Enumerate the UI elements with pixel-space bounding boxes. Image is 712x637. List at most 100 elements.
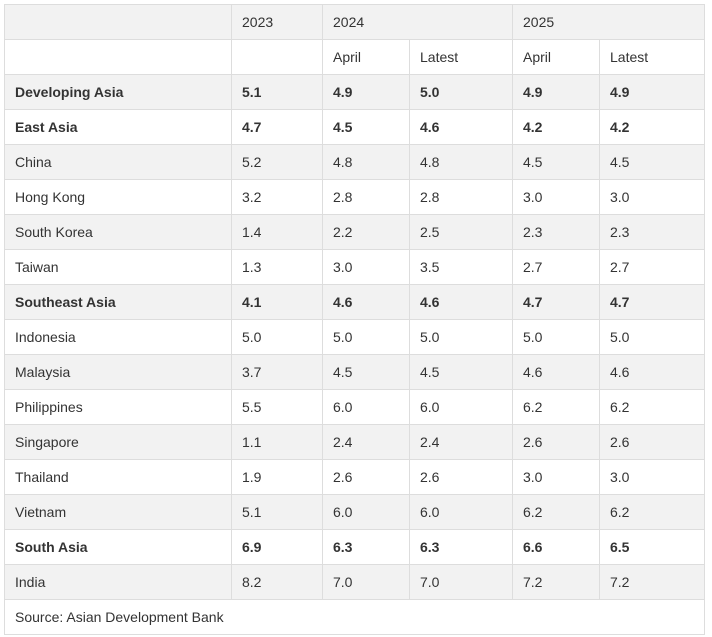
value-cell: 5.0 bbox=[599, 319, 705, 355]
value-cell: 8.2 bbox=[231, 564, 323, 600]
value-cell: 4.5 bbox=[409, 354, 513, 390]
table-row: Thailand 1.9 2.6 2.6 3.0 3.0 bbox=[4, 459, 705, 495]
table-row: Vietnam 5.1 6.0 6.0 6.2 6.2 bbox=[4, 494, 705, 530]
value-cell: 5.5 bbox=[231, 389, 323, 425]
value-cell: 6.0 bbox=[409, 494, 513, 530]
value-cell: 4.6 bbox=[599, 354, 705, 390]
region-label: East Asia bbox=[4, 109, 232, 145]
header-corner-cell bbox=[4, 4, 232, 40]
value-cell: 2.6 bbox=[599, 424, 705, 460]
value-cell: 3.0 bbox=[322, 249, 410, 285]
growth-forecast-table: 2023 2024 2025 April Latest April Latest… bbox=[4, 4, 705, 635]
value-cell: 3.0 bbox=[512, 179, 600, 215]
region-label: Developing Asia bbox=[4, 74, 232, 110]
value-cell: 2.7 bbox=[599, 249, 705, 285]
value-cell: 3.0 bbox=[599, 179, 705, 215]
region-label: Singapore bbox=[4, 424, 232, 460]
region-label: Southeast Asia bbox=[4, 284, 232, 320]
value-cell: 4.6 bbox=[512, 354, 600, 390]
value-cell: 5.2 bbox=[231, 144, 323, 180]
value-cell: 6.9 bbox=[231, 529, 323, 565]
value-cell: 1.9 bbox=[231, 459, 323, 495]
table-row: South Asia 6.9 6.3 6.3 6.6 6.5 bbox=[4, 529, 705, 565]
table-row: South Korea 1.4 2.2 2.5 2.3 2.3 bbox=[4, 214, 705, 250]
value-cell: 2.5 bbox=[409, 214, 513, 250]
value-cell: 2.8 bbox=[322, 179, 410, 215]
table-row: China 5.2 4.8 4.8 4.5 4.5 bbox=[4, 144, 705, 180]
value-cell: 4.5 bbox=[599, 144, 705, 180]
value-cell: 6.0 bbox=[322, 389, 410, 425]
region-label: Taiwan bbox=[4, 249, 232, 285]
sub-header-2025-april: April bbox=[512, 39, 600, 75]
region-label: South Asia bbox=[4, 529, 232, 565]
table-row: East Asia 4.7 4.5 4.6 4.2 4.2 bbox=[4, 109, 705, 145]
value-cell: 4.6 bbox=[409, 284, 513, 320]
value-cell: 6.2 bbox=[512, 389, 600, 425]
value-cell: 2.6 bbox=[512, 424, 600, 460]
value-cell: 2.7 bbox=[512, 249, 600, 285]
value-cell: 4.5 bbox=[512, 144, 600, 180]
source-note: Source: Asian Development Bank bbox=[4, 599, 705, 635]
value-cell: 4.9 bbox=[512, 74, 600, 110]
table-row: Singapore 1.1 2.4 2.4 2.6 2.6 bbox=[4, 424, 705, 460]
value-cell: 3.0 bbox=[512, 459, 600, 495]
region-label: South Korea bbox=[4, 214, 232, 250]
source-row: Source: Asian Development Bank bbox=[4, 599, 705, 635]
value-cell: 2.8 bbox=[409, 179, 513, 215]
value-cell: 5.0 bbox=[231, 319, 323, 355]
region-label: Vietnam bbox=[4, 494, 232, 530]
value-cell: 4.9 bbox=[322, 74, 410, 110]
table-body: 2023 2024 2025 April Latest April Latest… bbox=[4, 4, 705, 635]
value-cell: 5.1 bbox=[231, 494, 323, 530]
sub-header-2025-latest: Latest bbox=[599, 39, 705, 75]
value-cell: 5.1 bbox=[231, 74, 323, 110]
value-cell: 4.5 bbox=[322, 109, 410, 145]
value-cell: 4.7 bbox=[231, 109, 323, 145]
value-cell: 5.0 bbox=[409, 74, 513, 110]
table-row: Malaysia 3.7 4.5 4.5 4.6 4.6 bbox=[4, 354, 705, 390]
value-cell: 2.6 bbox=[409, 459, 513, 495]
value-cell: 4.6 bbox=[322, 284, 410, 320]
region-label: Philippines bbox=[4, 389, 232, 425]
sub-header-row: April Latest April Latest bbox=[4, 39, 705, 75]
value-cell: 6.3 bbox=[409, 529, 513, 565]
value-cell: 6.5 bbox=[599, 529, 705, 565]
value-cell: 2.4 bbox=[322, 424, 410, 460]
table-row: India 8.2 7.0 7.0 7.2 7.2 bbox=[4, 564, 705, 600]
value-cell: 4.7 bbox=[512, 284, 600, 320]
value-cell: 6.2 bbox=[599, 494, 705, 530]
value-cell: 3.2 bbox=[231, 179, 323, 215]
table-row: Taiwan 1.3 3.0 3.5 2.7 2.7 bbox=[4, 249, 705, 285]
year-header-row: 2023 2024 2025 bbox=[4, 4, 705, 40]
value-cell: 2.6 bbox=[322, 459, 410, 495]
region-label: Hong Kong bbox=[4, 179, 232, 215]
value-cell: 5.0 bbox=[512, 319, 600, 355]
year-header-2025: 2025 bbox=[512, 4, 705, 40]
value-cell: 2.3 bbox=[599, 214, 705, 250]
value-cell: 5.0 bbox=[409, 319, 513, 355]
value-cell: 3.7 bbox=[231, 354, 323, 390]
value-cell: 3.0 bbox=[599, 459, 705, 495]
year-header-2024: 2024 bbox=[322, 4, 513, 40]
value-cell: 4.8 bbox=[322, 144, 410, 180]
sub-header-2024-latest: Latest bbox=[409, 39, 513, 75]
value-cell: 4.7 bbox=[599, 284, 705, 320]
table-row: Hong Kong 3.2 2.8 2.8 3.0 3.0 bbox=[4, 179, 705, 215]
sub-header-empty bbox=[4, 39, 232, 75]
value-cell: 6.6 bbox=[512, 529, 600, 565]
table-row: Southeast Asia 4.1 4.6 4.6 4.7 4.7 bbox=[4, 284, 705, 320]
table-row: Developing Asia 5.1 4.9 5.0 4.9 4.9 bbox=[4, 74, 705, 110]
sub-header-2024-april: April bbox=[322, 39, 410, 75]
region-label: India bbox=[4, 564, 232, 600]
value-cell: 4.2 bbox=[599, 109, 705, 145]
value-cell: 7.2 bbox=[512, 564, 600, 600]
value-cell: 6.0 bbox=[322, 494, 410, 530]
value-cell: 6.0 bbox=[409, 389, 513, 425]
value-cell: 1.4 bbox=[231, 214, 323, 250]
table-row: Indonesia 5.0 5.0 5.0 5.0 5.0 bbox=[4, 319, 705, 355]
value-cell: 6.3 bbox=[322, 529, 410, 565]
value-cell: 7.0 bbox=[322, 564, 410, 600]
value-cell: 1.3 bbox=[231, 249, 323, 285]
value-cell: 7.0 bbox=[409, 564, 513, 600]
region-label: Indonesia bbox=[4, 319, 232, 355]
